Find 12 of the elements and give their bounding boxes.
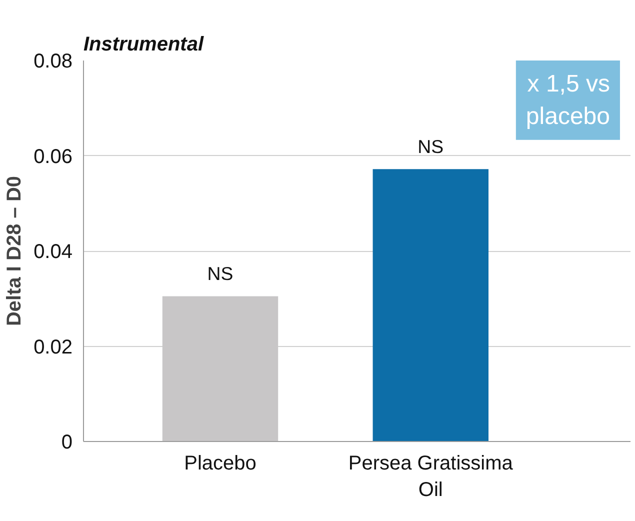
x-tick-label: Placebo <box>184 452 256 474</box>
y-tick-label: 0.06 <box>34 146 73 168</box>
y-tick-label: 0 <box>61 432 72 454</box>
y-axis-title: Delta I D28 – D0 <box>4 176 26 326</box>
x-tick-label: Persea Gratissima Oil <box>348 452 514 501</box>
y-tick-label: 0.02 <box>34 336 73 358</box>
y-tick-label: 0.08 <box>34 50 73 72</box>
y-tick-label: 0.04 <box>34 241 73 263</box>
annotation: NS <box>207 263 234 284</box>
annotation: NS <box>418 136 444 158</box>
annotation: x 1,5 vs placebo <box>526 70 610 130</box>
chart-title: Instrumental <box>84 34 204 56</box>
